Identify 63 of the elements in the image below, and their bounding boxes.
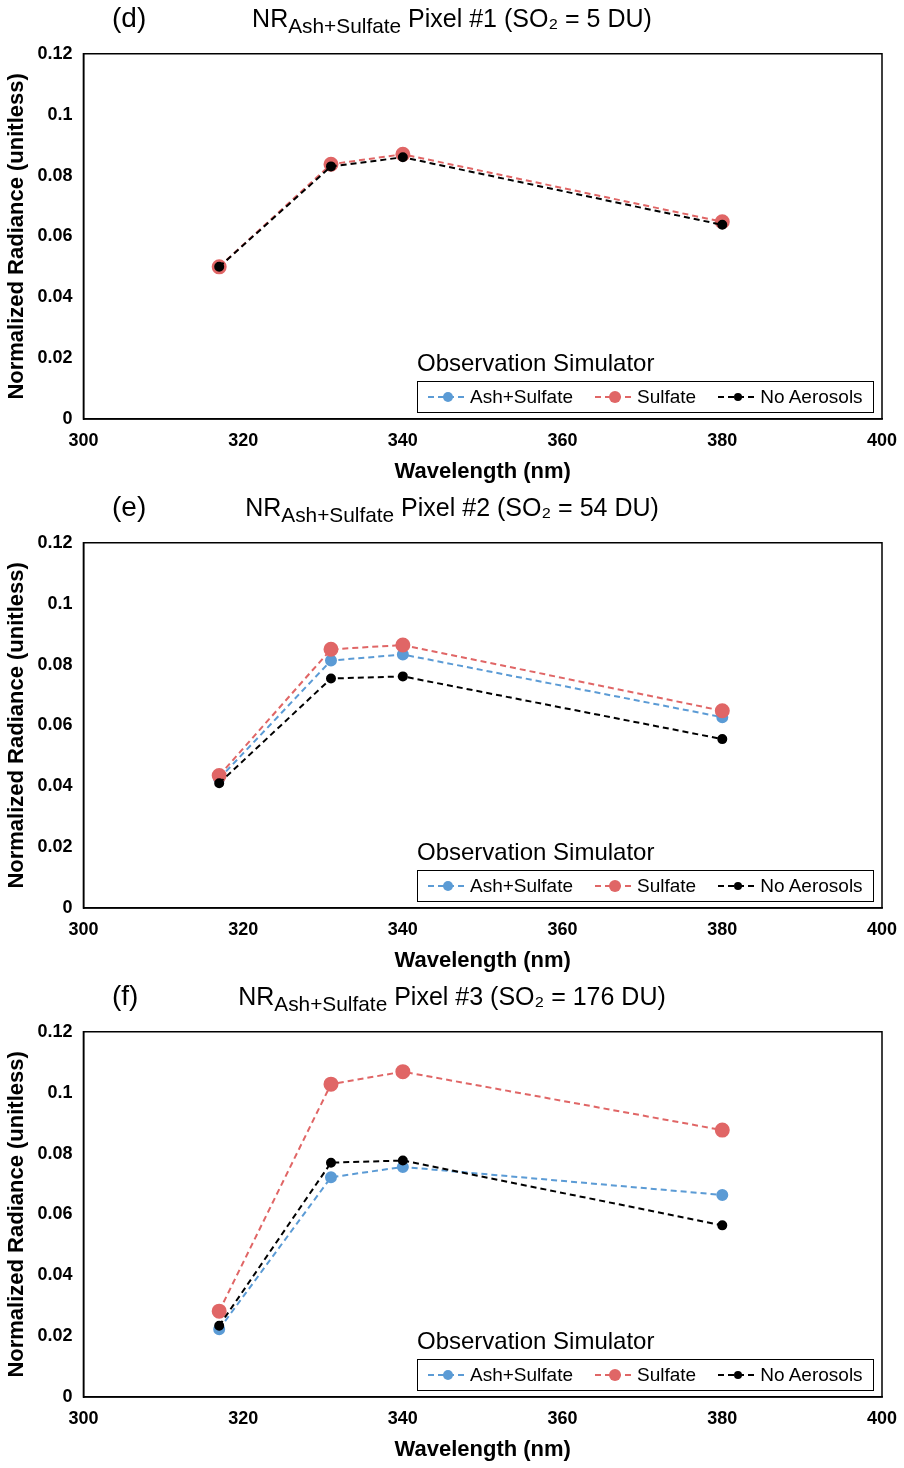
x-tick-label: 320 — [228, 429, 259, 450]
x-tick-label: 360 — [547, 429, 578, 450]
y-tick-label: 0.12 — [37, 531, 73, 552]
x-axis-title: Wavelength (nm) — [394, 457, 571, 483]
x-tick-label: 380 — [707, 918, 738, 939]
legend-label: No Aerosols — [760, 875, 863, 897]
y-tick-label: 0 — [62, 896, 73, 917]
y-tick-label: 0.1 — [47, 103, 73, 124]
y-axis-title: Normalized Radiance (unitless) — [3, 562, 29, 889]
x-tick-label: 360 — [547, 1407, 578, 1428]
x-tick-label: 300 — [68, 918, 99, 939]
y-tick-label: 0.02 — [37, 836, 73, 857]
y-tick-label: 0.12 — [37, 42, 73, 63]
y-tick-label: 0.04 — [37, 775, 73, 796]
x-tick-label: 320 — [228, 918, 259, 939]
legend-title: Observation Simulator — [417, 1327, 656, 1355]
x-axis-title: Wavelength (nm) — [394, 1435, 571, 1461]
x-tick-label: 400 — [866, 429, 898, 450]
legend-title: Observation Simulator — [417, 838, 656, 866]
chart-title: NR$_{Ash+Sulfate}$ Pixel #2 (SO₂ = 54 DU) — [245, 493, 659, 526]
y-tick-label: 0.02 — [37, 1325, 73, 1346]
legend-label: Sulfate — [637, 1364, 697, 1386]
y-tick-label: 0.08 — [37, 653, 73, 674]
x-tick-label: 380 — [707, 429, 738, 450]
x-tick-label: 360 — [547, 918, 578, 939]
text: (f) — [112, 980, 139, 1012]
y-tick-label: 0.02 — [37, 347, 73, 368]
legend-label: Ash+Sulfate — [470, 386, 573, 408]
legend-label: No Aerosols — [760, 386, 863, 408]
x-tick-label: 380 — [707, 1407, 738, 1428]
x-tick-label: 340 — [387, 918, 418, 939]
x-tick-label: 340 — [387, 429, 418, 450]
x-tick-label: 400 — [866, 918, 898, 939]
text: (d) — [112, 2, 147, 34]
y-tick-label: 0.06 — [37, 1203, 73, 1224]
legend-label: Ash+Sulfate — [470, 1364, 573, 1386]
legend-label: Sulfate — [637, 875, 697, 897]
chart-title: NR$_{Ash+Sulfate}$ Pixel #1 (SO₂ = 5 DU) — [252, 4, 652, 37]
x-axis-title: Wavelength (nm) — [394, 946, 571, 972]
y-tick-label: 0.04 — [37, 1264, 73, 1285]
y-tick-label: 0.06 — [37, 714, 73, 735]
y-tick-label: 0.06 — [37, 225, 73, 246]
y-axis-title: Normalized Radiance (unitless) — [3, 73, 29, 400]
y-tick-label: 0 — [62, 1385, 73, 1406]
x-tick-label: 300 — [68, 1407, 99, 1428]
x-tick-label: 400 — [866, 1407, 898, 1428]
y-axis-title: Normalized Radiance (unitless) — [3, 1051, 29, 1378]
chart-title: NR$_{Ash+Sulfate}$ Pixel #3 (SO₂ = 176 DU) — [238, 982, 666, 1015]
y-tick-label: 0 — [62, 407, 73, 428]
x-tick-label: 300 — [68, 429, 99, 450]
legend-title: Observation Simulator — [417, 349, 656, 377]
y-tick-label: 0.1 — [47, 592, 73, 613]
legend-label: Ash+Sulfate — [470, 875, 573, 897]
y-tick-label: 0.08 — [37, 164, 73, 185]
x-tick-label: 320 — [228, 1407, 259, 1428]
y-tick-label: 0.04 — [37, 286, 73, 307]
text: (e) — [112, 491, 147, 523]
y-tick-label: 0.1 — [47, 1081, 73, 1102]
y-tick-label: 0.08 — [37, 1142, 73, 1163]
y-tick-label: 0.12 — [37, 1020, 73, 1041]
x-tick-label: 340 — [387, 1407, 418, 1428]
legend-label: Sulfate — [637, 386, 697, 408]
legend-label: No Aerosols — [760, 1364, 863, 1386]
